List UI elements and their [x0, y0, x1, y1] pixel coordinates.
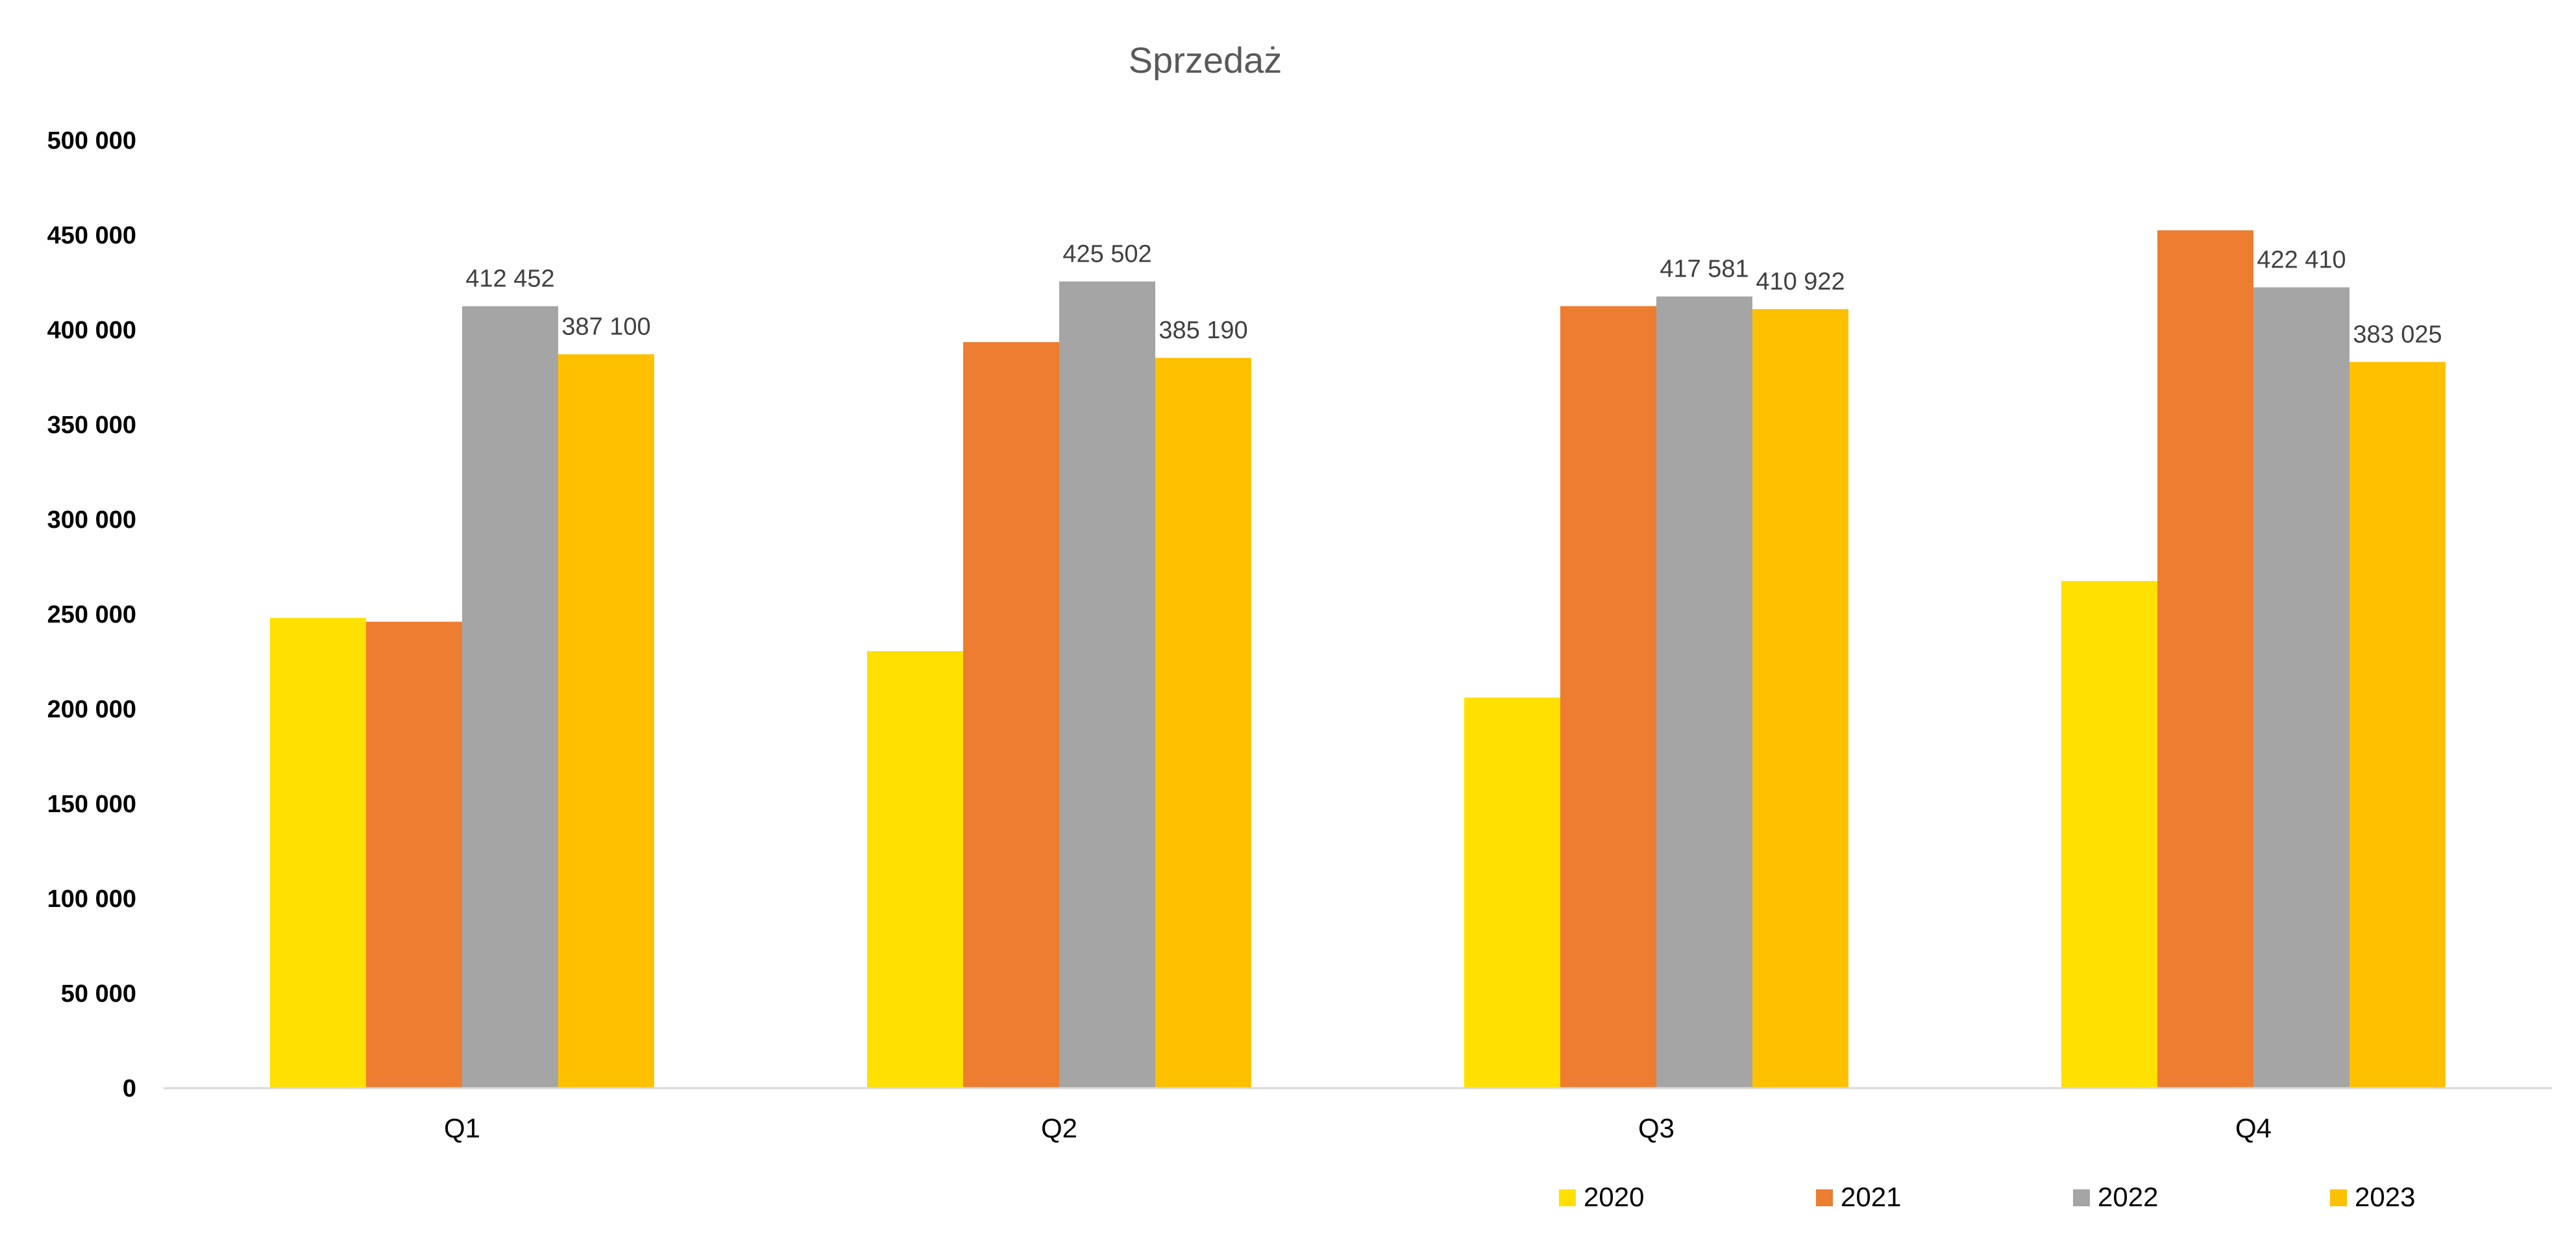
bar-2022-Q4: [2253, 287, 2349, 1089]
bars: [270, 230, 2446, 1089]
y-tick-label: 400 000: [47, 317, 136, 344]
bar-2022-Q1: [462, 306, 558, 1089]
x-tick-label: Q2: [1041, 1113, 1077, 1143]
data-label-2022-Q2: 425 502: [1062, 241, 1151, 268]
legend-item-2021: 2021: [1816, 1182, 1901, 1212]
data-label-2022-Q1: 412 452: [465, 266, 554, 293]
bar-2021-Q2: [963, 341, 1059, 1088]
x-tick-label: Q3: [1638, 1113, 1674, 1143]
x-axis: Q1 Q2 Q3 Q4: [444, 1113, 2272, 1143]
legend-item-2020: 2020: [1559, 1182, 1644, 1212]
y-axis: 0 50 000 100 000 150 000 200 000 250 000 300 0…: [47, 127, 136, 1102]
bar-2020-Q3: [1464, 697, 1560, 1088]
bar-2023-Q4: [2349, 362, 2446, 1088]
bar-2020-Q2: [867, 651, 963, 1088]
chart-title: Sprzedaż: [1129, 40, 1282, 81]
data-label-2022-Q3: 417 581: [1660, 256, 1748, 283]
data-label-2023-Q3: 410 922: [1756, 268, 1845, 295]
legend-label: 2023: [2355, 1182, 2415, 1212]
y-tick-label: 350 000: [47, 412, 136, 439]
y-tick-label: 0: [123, 1075, 136, 1102]
legend-label: 2021: [1841, 1182, 1901, 1212]
y-tick-label: 150 000: [47, 791, 136, 818]
y-tick-label: 50 000: [61, 980, 136, 1008]
legend: 2020 2021 2022 2023: [1559, 1182, 2415, 1212]
bar-2021-Q4: [2157, 230, 2253, 1089]
legend-swatch: [2330, 1189, 2347, 1206]
x-tick-label: Q1: [444, 1113, 480, 1143]
bar-2023-Q3: [1752, 309, 1848, 1088]
data-labels: 412 452 387 100 425 502 385 190 417 581 410 9…: [465, 241, 2442, 349]
y-tick-label: 250 000: [47, 601, 136, 628]
data-label-2022-Q4: 422 410: [2257, 247, 2346, 274]
bar-2023-Q2: [1155, 358, 1251, 1089]
data-label-2023-Q4: 383 025: [2353, 321, 2442, 349]
legend-swatch: [2073, 1189, 2090, 1206]
bar-2020-Q1: [270, 617, 366, 1088]
bar-2021-Q1: [366, 621, 462, 1088]
legend-swatch: [1816, 1189, 1833, 1206]
bar-2022-Q3: [1656, 296, 1752, 1089]
bar-2021-Q3: [1560, 306, 1656, 1088]
y-tick-label: 450 000: [47, 222, 136, 249]
legend-label: 2022: [2098, 1182, 2158, 1212]
bar-2022-Q2: [1059, 281, 1155, 1088]
x-tick-label: Q4: [2235, 1113, 2272, 1143]
bar-2020-Q4: [2061, 580, 2157, 1088]
y-tick-label: 500 000: [47, 127, 136, 155]
legend-label: 2020: [1584, 1182, 1644, 1212]
data-label-2023-Q2: 385 190: [1159, 317, 1247, 344]
y-tick-label: 100 000: [47, 886, 136, 913]
legend-item-2022: 2022: [2073, 1182, 2158, 1212]
legend-swatch: [1559, 1189, 1576, 1206]
data-label-2023-Q1: 387 100: [561, 314, 650, 341]
legend-item-2023: 2023: [2330, 1182, 2415, 1212]
y-tick-label: 200 000: [47, 696, 136, 723]
y-tick-label: 300 000: [47, 506, 136, 534]
bar-2023-Q1: [558, 354, 654, 1089]
